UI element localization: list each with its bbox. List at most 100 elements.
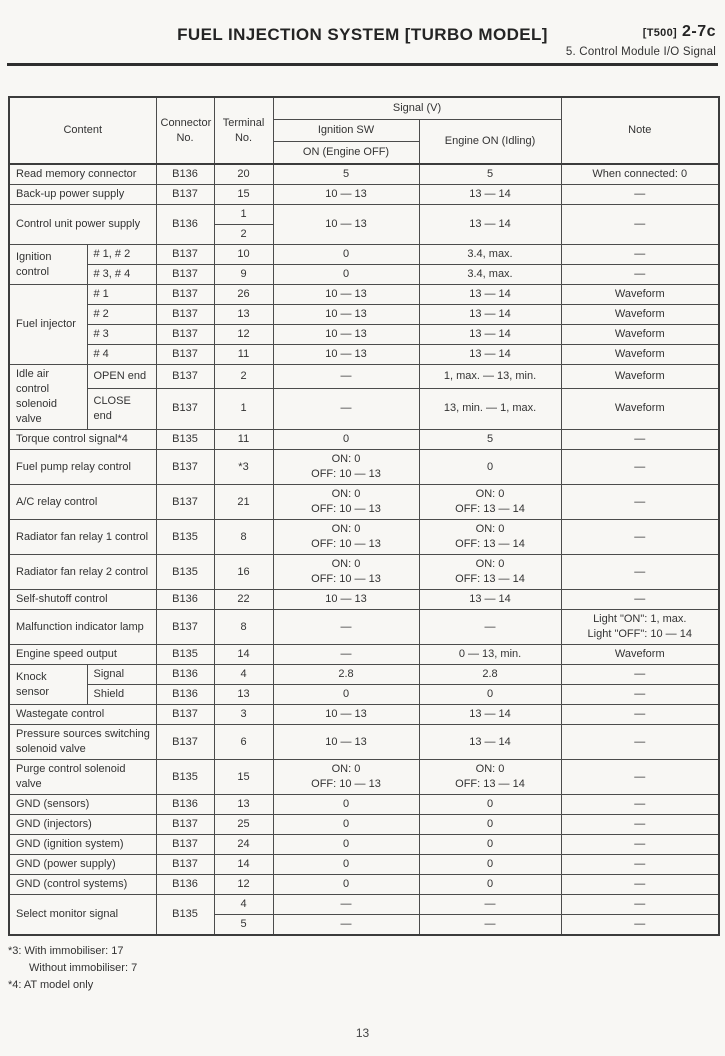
table-cell: 16 <box>213 554 274 590</box>
table-row: # 4 B137 11 10 — 13 13 — 14 Waveform <box>9 344 720 365</box>
section-code-tag: [T500] <box>642 27 677 39</box>
table-cell: ON: 0 OFF: 10 — 13 <box>272 759 420 795</box>
table-cell: B137 <box>155 304 215 325</box>
table-cell: — <box>560 554 720 590</box>
table-row: Purge control solenoid valve B135 15 ON: 0 … <box>8 759 720 795</box>
table-cell: B137 <box>155 609 215 645</box>
table-cell: B136 <box>155 684 215 705</box>
table-cell: Waveform <box>560 324 720 345</box>
content-cell: Select monitor signal <box>8 894 157 936</box>
content-cell: GND (sensors) <box>8 794 157 815</box>
table-cell: B137 <box>155 244 215 265</box>
table-cell: — <box>560 449 720 485</box>
table-cell: B137 <box>155 854 215 875</box>
table-row: Shield B136 13 0 0— <box>9 684 720 705</box>
table-row: Control unit power supply B136 1 10 — 13 13 … <box>8 204 720 245</box>
table-cell: Waveform <box>560 364 720 389</box>
table-cell: 3.4, max. <box>418 244 562 265</box>
content-cell: Malfunction indicator lamp <box>8 609 157 645</box>
table-cell: — <box>560 589 720 610</box>
content-cell: Torque control signal*4 <box>8 429 157 450</box>
footnote-3a: *3: With immobiliser: 17 <box>8 945 124 957</box>
table-cell: — <box>272 894 420 915</box>
table-cell: B137 <box>155 264 215 285</box>
table-cell: 10 — 13 <box>272 304 420 325</box>
table-cell: — <box>418 609 562 645</box>
table-cell: — <box>560 664 720 685</box>
table-cell: ON: 0 OFF: 13 — 14 <box>418 484 562 520</box>
col-header-signal: Signal (V) <box>272 96 562 120</box>
table-cell: B137 <box>155 344 215 365</box>
table-cell: 0 <box>418 794 562 815</box>
table-row: Idle air control solenoid valve OPEN end B… <box>8 364 720 430</box>
page-content: Content Connector No. Terminal No. Signa… <box>8 96 721 994</box>
table-cell: Waveform <box>560 344 720 365</box>
table-cell: Waveform <box>560 304 720 325</box>
table-cell: B136 <box>155 664 215 685</box>
io-table-header: Content Connector No. Terminal No. Signa… <box>8 96 720 165</box>
table-cell: Waveform <box>560 284 720 305</box>
table-cell: — <box>560 684 720 705</box>
table-row: Knock sensor Signal B136 4 2.8 2.8— <box>8 664 720 705</box>
page-title: FUEL INJECTION SYSTEM [TURBO MODEL] <box>177 25 548 44</box>
table-cell: 0 <box>272 814 420 835</box>
table-row: # 2 B137 13 10 — 13 13 — 14 Waveform <box>9 304 720 325</box>
table-cell: — <box>560 519 720 555</box>
table-cell: B137 <box>155 387 215 431</box>
table-row: Select monitor signal B135 4— — — <box>8 894 720 936</box>
table-cell: 5 <box>272 163 420 185</box>
page-subtitle: 5. Control Module I/O Signal <box>565 46 716 58</box>
table-row: GND (injectors) B137 25 0 0— <box>8 814 720 835</box>
content-cell: # 1 <box>86 284 157 305</box>
table-cell: — <box>272 387 420 431</box>
table-cell: 22 <box>213 589 274 610</box>
table-cell: — <box>560 874 720 895</box>
content-cell: Pressure sources switching solenoid valv… <box>8 724 157 760</box>
content-cell: CLOSE end <box>86 387 157 431</box>
table-row: GND (power supply) B137 14 0 0— <box>8 854 720 875</box>
table-cell: 0 <box>272 684 420 705</box>
table-cell: 1 <box>213 387 274 431</box>
table-cell: 15 <box>213 759 274 795</box>
table-cell: 13 — 14 <box>418 204 562 245</box>
table-row: Self-shutoff control B136 22 10 — 13 13 — 14… <box>8 589 720 610</box>
table-cell: B137 <box>155 284 215 305</box>
table-cell: B135 <box>155 519 215 555</box>
table-cell: — <box>560 834 720 855</box>
table-cell: — <box>272 609 420 645</box>
table-cell: 0 <box>418 854 562 875</box>
table-cell: B136 <box>155 163 215 185</box>
table-cell: 0 <box>272 429 420 450</box>
table-cell: 14 <box>213 644 274 665</box>
table-cell: 10 — 13 <box>272 344 420 365</box>
table-cell: 13 — 14 <box>418 344 562 365</box>
table-cell: 5 <box>418 429 562 450</box>
table-row: Radiator fan relay 1 control B135 8 ON: 0 O… <box>8 519 720 555</box>
table-cell: 13 — 14 <box>418 724 562 760</box>
table-cell: 10 <box>213 244 274 265</box>
content-cell: # 3, # 4 <box>86 264 157 285</box>
col-header-terminal: Terminal No. <box>213 96 274 165</box>
table-cell: 8 <box>213 519 274 555</box>
table-cell: — <box>560 429 720 450</box>
col-header-note: Note <box>560 96 720 165</box>
section-code: [T500] 2-7c <box>643 23 716 41</box>
table-cell: 20 <box>213 163 274 185</box>
table-cell: 10 — 13 <box>272 184 420 205</box>
table-cell: — <box>272 364 420 389</box>
table-row: Back-up power supply B137 15 10 — 13 13 — 14… <box>8 184 720 205</box>
table-cell: 0 <box>272 244 420 265</box>
table-row: # 3, # 4 B137 9 0 3.4, max. — <box>9 264 720 285</box>
table-cell: — <box>560 854 720 875</box>
table-cell: 0 <box>272 834 420 855</box>
table-cell: 0 — 13, min. <box>418 644 562 665</box>
table-cell: B137 <box>155 184 215 205</box>
table-cell: 13 <box>213 304 274 325</box>
table-cell: Light "ON": 1, max. Light "OFF": 10 — 14 <box>560 609 720 645</box>
table-cell: 0 <box>418 814 562 835</box>
table-row: Radiator fan relay 2 control B135 16 ON: 0 … <box>8 554 720 590</box>
content-cell: # 3 <box>86 324 157 345</box>
content-cell: Shield <box>86 684 157 705</box>
table-cell: 3.4, max. <box>418 264 562 285</box>
footnote-4: *4: AT model only <box>8 979 94 991</box>
